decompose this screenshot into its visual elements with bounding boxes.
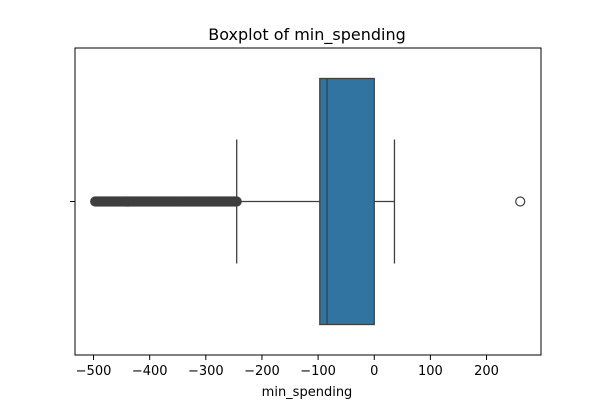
chart-title: Boxplot of min_spending (208, 25, 406, 45)
x-tick-label: −400 (132, 364, 168, 379)
x-tick-label: −100 (300, 364, 336, 379)
outliers-low-group (90, 196, 242, 207)
x-tick-label: −300 (188, 364, 224, 379)
x-tick-label: 200 (474, 364, 499, 379)
x-tick-label: 0 (370, 364, 378, 379)
x-tick-label: 100 (418, 364, 443, 379)
x-axis-label: min_spending (262, 385, 353, 400)
x-axis: −500 −400 −300 −200 −100 0 100 200 (76, 355, 499, 379)
box-iqr (319, 77, 375, 326)
outlier-point (515, 196, 526, 207)
x-tick-label: −500 (76, 364, 112, 379)
plot-area (90, 77, 526, 326)
x-tick-label: −200 (244, 364, 280, 379)
outlier-point (231, 196, 242, 207)
